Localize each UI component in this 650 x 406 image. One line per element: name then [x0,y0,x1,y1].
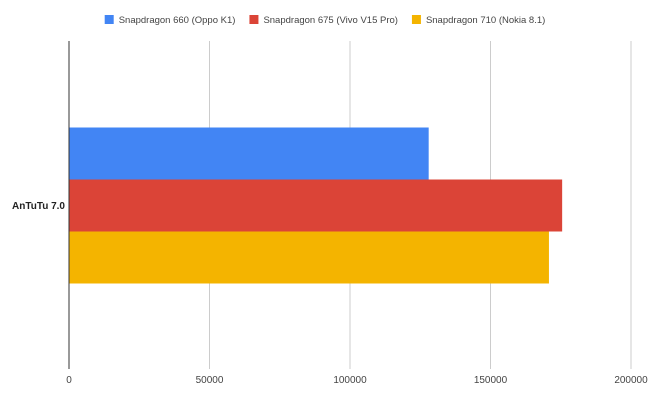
x-tick-label: 100000 [333,375,367,386]
bar [69,231,549,284]
legend-item: Snapdragon 710 (Nokia 8.1) [411,15,545,26]
legend-label: Snapdragon 675 (Vivo V15 Pro) [263,15,398,26]
legend-swatch [411,15,421,24]
x-tick-label: 0 [66,375,72,386]
legend: Snapdragon 660 (Oppo K1) Snapdragon 675 (… [104,15,545,26]
legend-swatch [104,15,114,24]
axes: 0 50000 100000 150000 200000 AnTuTu 7.0 [12,41,648,386]
legend-swatch [249,15,259,24]
bar [69,179,563,232]
legend-label: Snapdragon 660 (Oppo K1) [119,15,236,26]
x-tick-label: 150000 [474,375,508,386]
x-tick-label: 200000 [614,375,648,386]
legend-item: Snapdragon 660 (Oppo K1) [104,15,236,26]
bars [69,127,563,284]
category-label: AnTuTu 7.0 [12,201,65,212]
legend-label: Snapdragon 710 (Nokia 8.1) [426,15,545,26]
x-tick-label: 50000 [196,375,224,386]
legend-item: Snapdragon 675 (Vivo V15 Pro) [249,15,398,26]
bar [69,127,429,180]
